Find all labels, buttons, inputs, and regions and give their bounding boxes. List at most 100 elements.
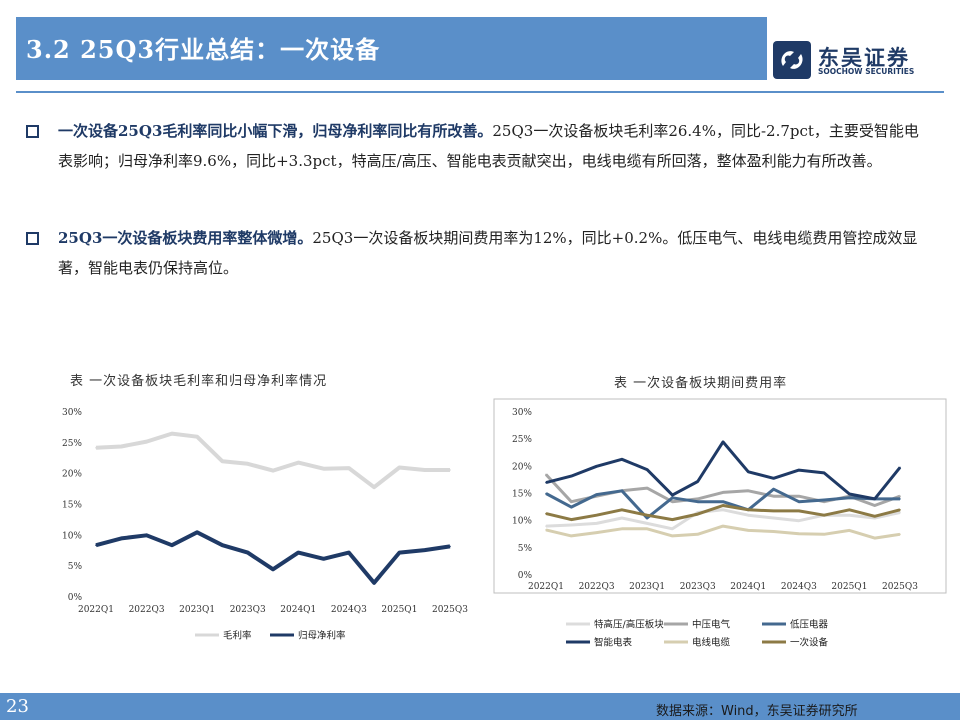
data-point (671, 497, 674, 499)
data-point (823, 514, 825, 517)
data-point (873, 498, 876, 500)
data-point (196, 531, 198, 534)
logo-text-en: SOOCHOW SECURITIES (818, 67, 915, 76)
data-point (722, 500, 724, 503)
x-tick-label: 2023Q1 (629, 582, 665, 592)
data-point (899, 511, 901, 514)
legend-label: 低压电器 (790, 619, 829, 631)
logo-icon (773, 41, 811, 79)
series-line-1-3 (545, 440, 902, 501)
data-point (848, 514, 851, 517)
bullet-expense-ratio: 25Q3一次设备板块费用率整体微增。25Q3一次设备板块期间费用率为12%，同比… (26, 223, 924, 283)
legend-label: 中压电气 (692, 619, 731, 631)
data-point (449, 469, 451, 471)
legend-label: 特高压/高压板块 (594, 619, 664, 631)
data-point (595, 465, 598, 468)
data-point (646, 468, 648, 471)
data-point (423, 549, 426, 551)
data-point (899, 509, 901, 511)
legend-label: 智能电表 (594, 637, 633, 649)
data-point (398, 466, 401, 469)
y-tick-label: 20% (512, 462, 532, 472)
data-point (747, 470, 750, 473)
series-line-1-4 (545, 524, 901, 540)
x-tick-label: 2023Q3 (680, 582, 716, 592)
data-point (722, 525, 724, 527)
data-point (696, 480, 699, 483)
bullet-body: 25Q3一次设备板块毛利率26.4%，同比-2.7pct，主要受智能电表影响；归… (58, 122, 919, 170)
x-tick-label: 2025Q1 (381, 605, 417, 615)
expense-ratio-chart: 0% 5% 10% 15% 20% 25% 30% 2022Q1 2022Q3 2023Q1 202… (493, 398, 947, 649)
data-point (621, 489, 623, 492)
data-point (423, 469, 426, 471)
data-point (621, 517, 623, 519)
data-point (95, 544, 97, 546)
x-tick-label: 2022Q3 (129, 605, 165, 615)
data-point (322, 467, 325, 470)
chart1-title: 表 一次设备板块毛利率和归母净利率情况 (70, 374, 328, 389)
data-point (221, 544, 224, 546)
data-point (145, 440, 148, 443)
data-point (621, 458, 623, 461)
data-point (671, 494, 674, 496)
square-bullet-icon (26, 232, 39, 245)
data-point (646, 514, 648, 517)
y-tick-label: 0% (518, 571, 533, 581)
data-point (823, 533, 825, 536)
data-point (246, 463, 249, 465)
data-point (120, 445, 123, 448)
data-point (873, 537, 876, 539)
data-point (772, 495, 775, 498)
y-tick-label: 30% (62, 408, 82, 418)
data-point (595, 514, 598, 517)
x-tick-label: 2025Q3 (432, 605, 468, 615)
data-point (772, 488, 775, 490)
header-divider (16, 91, 944, 93)
data-point (823, 499, 825, 501)
data-point (171, 544, 173, 546)
data-point (798, 532, 800, 535)
x-tick-label: 2022Q3 (579, 582, 615, 592)
data-point (747, 529, 750, 532)
data-point (671, 518, 674, 521)
data-point (545, 481, 547, 484)
data-point (449, 545, 451, 548)
page-number: 23 (6, 696, 29, 717)
data-point (722, 504, 724, 507)
margin-chart: 0% 5% 10% 15% 20% 25% 30% 2022Q1 2022Q3 2023Q1 202… (62, 408, 468, 642)
bullet-gross-margin: 一次设备25Q3毛利率同比小幅下滑，归母净利率同比有所改善。25Q3一次设备板块… (26, 116, 924, 176)
x-tick-label: 2024Q3 (331, 605, 367, 615)
data-point (95, 446, 97, 449)
data-point (545, 512, 547, 515)
x-tick-label: 2023Q3 (230, 605, 266, 615)
data-point (823, 472, 825, 474)
data-point (848, 497, 851, 499)
data-point (899, 533, 901, 536)
data-point (747, 509, 750, 511)
data-point (373, 582, 375, 584)
data-point (671, 500, 674, 503)
y-tick-label: 15% (62, 501, 82, 511)
legend-label: 毛利率 (223, 630, 252, 642)
data-point (671, 528, 674, 530)
x-tick-label: 2024Q1 (280, 605, 316, 615)
data-point (297, 461, 300, 464)
bullet-body: 25Q3一次设备板块期间费用率为12%，同比+0.2%。低压电气、电线电缆费用管… (58, 229, 918, 277)
data-point (696, 513, 699, 515)
data-point (899, 466, 901, 469)
legend-label: 电线电缆 (692, 637, 731, 649)
data-point (848, 509, 851, 511)
data-point (196, 435, 198, 438)
data-point (120, 537, 123, 540)
page-title: 3.2 25Q3行业总结：一次设备 (26, 35, 381, 64)
y-tick-label: 25% (62, 439, 82, 449)
logo-text-cn: 东吴证券 (818, 46, 910, 70)
data-point (398, 551, 401, 554)
y-tick-label: 10% (62, 531, 82, 541)
data-point (297, 551, 300, 554)
y-tick-label: 0% (68, 593, 83, 603)
y-tick-label: 25% (512, 435, 532, 445)
data-point (272, 568, 274, 571)
data-point (899, 498, 901, 500)
data-point (272, 469, 274, 472)
